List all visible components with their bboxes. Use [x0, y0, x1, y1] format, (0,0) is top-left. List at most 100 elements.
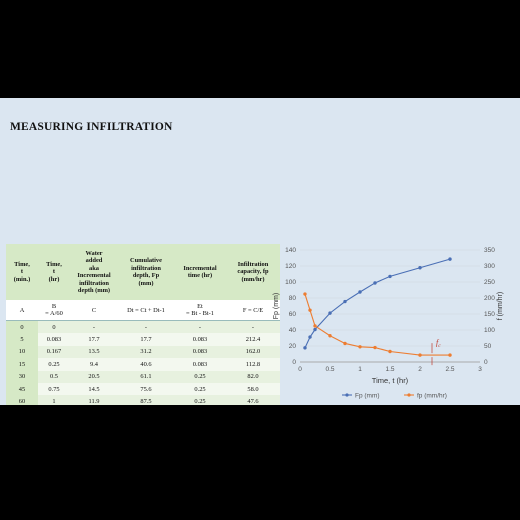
legend-marker: [407, 393, 411, 397]
data-point: [373, 345, 377, 350]
data-point: [308, 308, 312, 312]
data-point: [448, 257, 452, 261]
data-point: [373, 281, 377, 285]
table-row: 15 0.25 9.4 40.6 0.083 112.8: [6, 358, 280, 371]
series-line: [304, 258, 451, 349]
y-tick-right: 100: [484, 327, 495, 334]
column-header: Incremental time (hr): [174, 244, 226, 300]
data-point: [328, 334, 332, 338]
table-row: 60 1 11.9 87.5 0.25 47.6: [6, 395, 280, 405]
table-cell: 9.4: [70, 358, 118, 371]
x-tick: 2: [418, 366, 422, 373]
data-point: [308, 335, 312, 339]
data-point: [303, 346, 307, 350]
legend-marker: [345, 393, 349, 397]
data-point: [328, 311, 332, 315]
column-header: Time, t (min.): [6, 244, 38, 300]
y-tick-right: 150: [484, 311, 495, 318]
legend-label: fp (mm/hr): [417, 392, 447, 399]
table-cell: 82.0: [226, 370, 280, 383]
table-cell: 15: [6, 358, 38, 371]
y-axis-label-right: f (mm/hr): [497, 292, 504, 320]
data-point: [418, 353, 422, 357]
table-cell: 112.8: [226, 358, 280, 371]
table-row: 10 0.167 13.5 31.2 0.083 162.0: [6, 345, 280, 359]
table-cell: 10: [6, 345, 38, 359]
y-tick-left: 20: [289, 343, 297, 350]
legend-label: Fp (mm): [355, 392, 380, 399]
table-cell: 0: [6, 320, 38, 334]
data-point: [313, 324, 317, 328]
table-cell: 11.9: [70, 395, 118, 405]
table-cell: 0.25: [38, 358, 70, 371]
table-cell: 17.7: [118, 333, 174, 346]
table-cell: 0.25: [174, 370, 226, 383]
x-tick: 1: [358, 366, 362, 373]
table-cell: 75.6: [118, 382, 174, 396]
series-line: [304, 293, 450, 356]
slide-title: MEASURING INFILTRATION: [10, 121, 173, 133]
table-cell: 87.5: [118, 395, 174, 405]
data-point: [303, 292, 307, 296]
data-point: [388, 274, 392, 279]
column-header: Cumulative infiltration depth, Fp (mm): [118, 244, 174, 300]
table-cell: 13.5: [70, 345, 118, 359]
formula-cell: B = A/60: [38, 300, 70, 321]
table-cell: -: [118, 320, 174, 334]
table-cell: 0.167: [38, 345, 70, 359]
table-cell: -: [226, 320, 280, 334]
y-tick-right: 350: [484, 247, 495, 254]
x-tick: 1.5: [385, 366, 394, 373]
table-cell: 5: [6, 333, 38, 346]
table-cell: 0.083: [174, 345, 226, 359]
fc-label: fc: [436, 338, 441, 349]
table-cell: 0.083: [38, 333, 70, 346]
column-header: Time, t (hr): [38, 244, 70, 300]
data-point: [418, 266, 422, 270]
table-cell: 0: [38, 320, 70, 334]
table-cell: 61.1: [118, 370, 174, 383]
x-tick: 0: [298, 366, 302, 373]
y-tick-left: 40: [289, 327, 297, 334]
table-cell: 162.0: [226, 345, 280, 359]
formula-cell: Dt = Ct + Dt-1: [118, 300, 174, 321]
table-cell: 0.75: [38, 382, 70, 396]
y-tick-left: 60: [289, 311, 297, 318]
infiltration-chart: 0204060801001201400501001502002503003500…: [273, 247, 504, 399]
slide: MEASURING INFILTRATION Time, t (min.) Time,…: [0, 98, 520, 405]
x-axis-label: Time, t (hr): [372, 376, 409, 385]
data-point: [388, 349, 392, 354]
table-cell: 31.2: [118, 345, 174, 359]
table-cell: 14.5: [70, 382, 118, 396]
y-tick-right: 0: [484, 359, 488, 366]
table-cell: 47.6: [226, 395, 280, 405]
table-cell: 212.4: [226, 333, 280, 346]
table-cell: 0.083: [174, 358, 226, 371]
table-row: 30 0.5 20.5 61.1 0.25 82.0: [6, 370, 280, 383]
table-cell: 1: [38, 395, 70, 405]
table-cell: 17.7: [70, 333, 118, 346]
y-tick-left: 0: [292, 359, 296, 366]
x-tick: 2.5: [445, 366, 454, 373]
table-cell: 0.25: [174, 395, 226, 405]
y-tick-left: 140: [285, 247, 296, 254]
data-point: [358, 290, 362, 294]
column-header: Infiltration capacity, fp (mm/hr): [226, 244, 280, 300]
data-point: [448, 353, 452, 357]
y-tick-right: 300: [484, 263, 495, 270]
y-tick-left: 80: [289, 295, 297, 302]
table-cell: 45: [6, 382, 38, 396]
data-point: [343, 341, 347, 346]
formula-cell: F = C/E: [226, 300, 280, 321]
table-cell: 20.5: [70, 370, 118, 383]
table-cell: 58.0: [226, 382, 280, 396]
y-tick-right: 250: [484, 279, 495, 286]
x-tick: 0.5: [325, 366, 334, 373]
table-cell: 30: [6, 370, 38, 383]
table-cell: 40.6: [118, 358, 174, 371]
formula-cell: A: [6, 300, 38, 321]
y-tick-right: 200: [484, 295, 495, 302]
data-point: [343, 299, 347, 304]
table-cell: 0.25: [174, 382, 226, 396]
